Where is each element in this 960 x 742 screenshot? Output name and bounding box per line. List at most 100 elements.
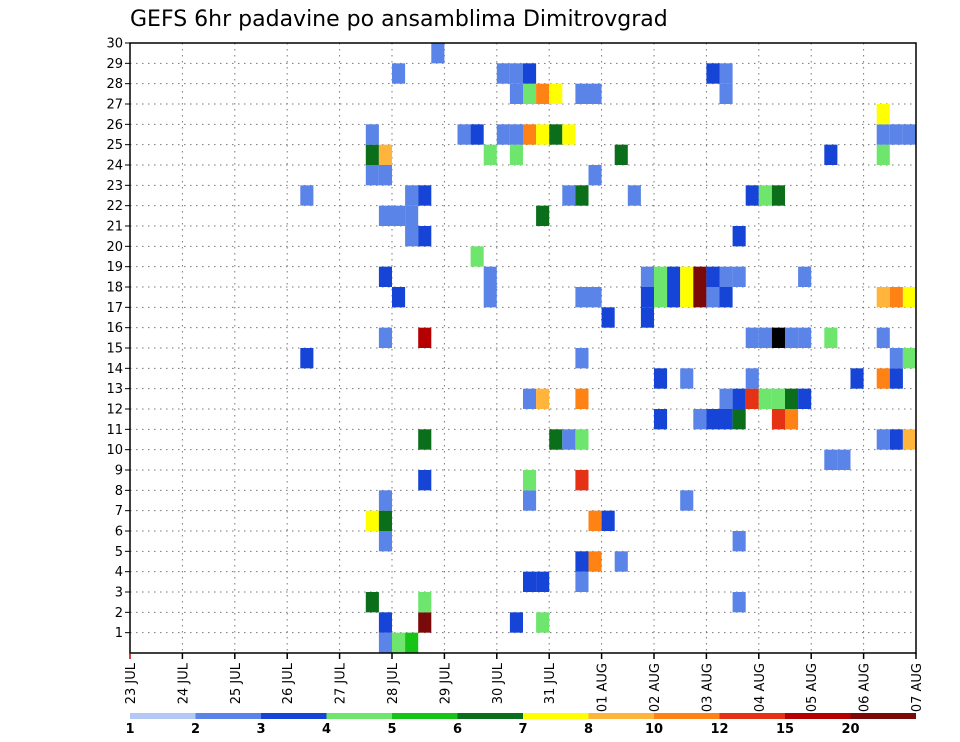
y-tick-label: 5 bbox=[115, 545, 123, 560]
y-tick-label: 27 bbox=[106, 98, 123, 113]
y-tick-label: 24 bbox=[106, 159, 123, 174]
precip-cell bbox=[902, 429, 916, 450]
precip-cell bbox=[575, 185, 589, 206]
precip-cell bbox=[523, 124, 537, 145]
precip-cell bbox=[392, 287, 406, 308]
precip-cell bbox=[627, 185, 641, 206]
colorbar-label: 3 bbox=[256, 722, 265, 737]
precip-cell bbox=[365, 510, 379, 531]
precip-cell bbox=[719, 388, 733, 409]
y-tick-label: 25 bbox=[106, 138, 123, 153]
x-tick-label: 24 JUL bbox=[176, 662, 191, 704]
precip-cell bbox=[378, 632, 392, 653]
y-tick-label: 14 bbox=[106, 362, 123, 377]
y-tick-label: 17 bbox=[106, 301, 123, 316]
precip-cell bbox=[378, 205, 392, 226]
y-tick-label: 15 bbox=[106, 342, 123, 357]
x-tick-label: 04 AUG bbox=[753, 663, 768, 712]
precip-cell bbox=[418, 470, 432, 491]
precip-cell bbox=[549, 124, 563, 145]
precip-cell bbox=[496, 124, 510, 145]
precip-cell bbox=[902, 287, 916, 308]
precip-cell bbox=[771, 388, 785, 409]
precip-cell bbox=[509, 612, 523, 633]
precip-cell bbox=[483, 266, 497, 287]
precip-cell bbox=[509, 144, 523, 165]
precip-cell bbox=[523, 388, 537, 409]
precip-cell bbox=[654, 287, 668, 308]
precip-cell bbox=[706, 287, 720, 308]
colorbar-label: 4 bbox=[322, 722, 331, 737]
precip-cell bbox=[405, 185, 419, 206]
colorbar-swatch bbox=[850, 713, 916, 719]
precip-cell bbox=[876, 429, 890, 450]
precip-cell bbox=[588, 165, 602, 186]
precip-cell bbox=[549, 429, 563, 450]
y-tick-label: 4 bbox=[115, 565, 123, 580]
colorbar: 1 2 3 4 5 6 7 8 10 12 15 20 bbox=[125, 713, 916, 737]
precip-cell bbox=[719, 409, 733, 430]
precip-cell bbox=[549, 83, 563, 104]
precip-cell bbox=[640, 266, 654, 287]
precip-cell bbox=[536, 571, 550, 592]
precip-cell bbox=[378, 144, 392, 165]
y-tick-label: 19 bbox=[106, 260, 123, 275]
precip-cell bbox=[640, 307, 654, 328]
x-tick-label: 05 AUG bbox=[805, 663, 820, 712]
precip-cell bbox=[758, 185, 772, 206]
colorbar-label: 8 bbox=[584, 722, 593, 737]
precip-cell bbox=[523, 63, 537, 84]
precip-cell bbox=[575, 287, 589, 308]
precip-cell bbox=[693, 287, 707, 308]
y-tick-label: 2 bbox=[115, 606, 123, 621]
precip-cell bbox=[771, 185, 785, 206]
x-tick-label: 02 AUG bbox=[648, 663, 663, 712]
precip-cell bbox=[405, 632, 419, 653]
precip-cell bbox=[719, 266, 733, 287]
precip-cell bbox=[378, 612, 392, 633]
colorbar-swatch bbox=[719, 713, 785, 719]
precip-cell bbox=[654, 368, 668, 389]
precip-cell bbox=[575, 551, 589, 572]
colorbar-label: 20 bbox=[841, 722, 859, 737]
precip-cell bbox=[824, 144, 838, 165]
precip-cell bbox=[719, 83, 733, 104]
colorbar-swatch bbox=[785, 713, 851, 719]
precip-cell bbox=[365, 144, 379, 165]
y-tick-label: 23 bbox=[106, 179, 123, 194]
x-tick-label: 27 JUL bbox=[334, 662, 349, 704]
x-tick-label: 30 JUL bbox=[491, 662, 506, 704]
y-tick-label: 7 bbox=[115, 504, 123, 519]
precip-cell bbox=[470, 246, 484, 267]
precip-cell bbox=[562, 185, 576, 206]
precip-cell bbox=[378, 510, 392, 531]
x-tick-label: 06 AUG bbox=[858, 663, 873, 712]
colorbar-swatch bbox=[457, 713, 523, 719]
colorbar-label: 10 bbox=[645, 722, 663, 737]
precip-cell bbox=[601, 307, 615, 328]
precip-cell bbox=[536, 612, 550, 633]
precip-cell bbox=[876, 124, 890, 145]
precip-cell bbox=[719, 63, 733, 84]
precip-cell bbox=[509, 83, 523, 104]
precip-cell bbox=[392, 63, 406, 84]
precip-cell bbox=[562, 124, 576, 145]
precip-cell bbox=[785, 388, 799, 409]
precip-cell bbox=[654, 266, 668, 287]
precip-cell bbox=[680, 368, 694, 389]
precip-cell bbox=[470, 124, 484, 145]
precip-cell bbox=[457, 124, 471, 145]
precip-cell bbox=[575, 470, 589, 491]
y-tick-label: 28 bbox=[106, 77, 123, 92]
precip-cell bbox=[732, 266, 746, 287]
precip-cell bbox=[785, 327, 799, 348]
precip-cell bbox=[758, 327, 772, 348]
precip-cell bbox=[732, 409, 746, 430]
precip-cell bbox=[588, 287, 602, 308]
y-tick-label: 10 bbox=[106, 443, 123, 458]
precip-cell bbox=[876, 144, 890, 165]
y-tick-label: 6 bbox=[115, 525, 123, 540]
precip-cell bbox=[889, 429, 903, 450]
x-tick-label: 29 JUL bbox=[438, 662, 453, 704]
y-tick-label: 12 bbox=[106, 403, 123, 418]
